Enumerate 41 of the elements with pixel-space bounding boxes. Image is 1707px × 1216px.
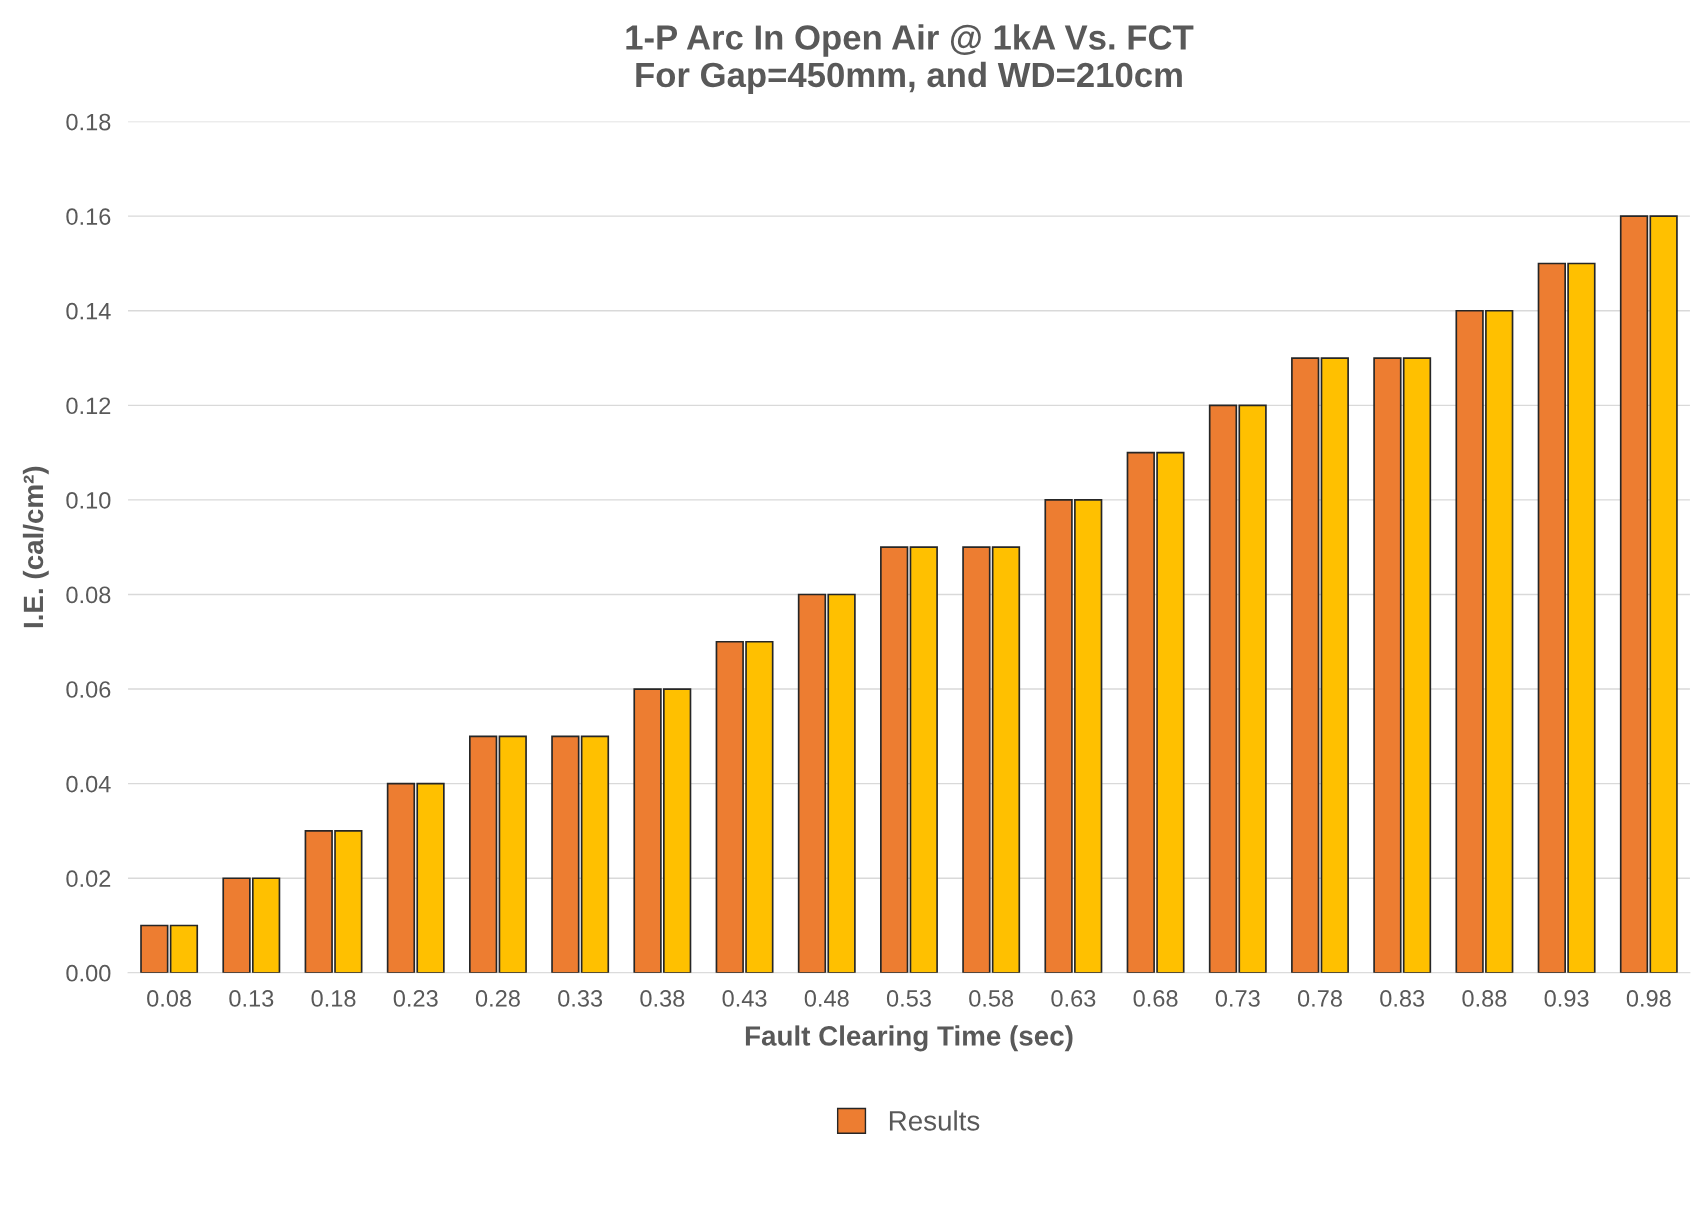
chart-title: 1-P Arc In Open Air @ 1kA Vs. FCT For Gap=450mm, and WD=210cm [626, 24, 1194, 95]
x-tick-label: 0.08 [147, 990, 192, 1007]
bar [880, 546, 909, 973]
x-tick-label: 0.93 [1544, 990, 1589, 1007]
y-tick-label: 0.02 [66, 870, 111, 888]
x-tick-label: 0.48 [804, 990, 849, 1007]
x-tick-label: 0.73 [1215, 990, 1260, 1007]
x-tick-label: 0.33 [558, 990, 603, 1007]
x-tick-label: 0.13 [229, 990, 274, 1007]
y-axis-title: I.E. (cal/cm²) [22, 466, 49, 628]
y-tick-label: 0.18 [66, 113, 111, 131]
x-tick-label: 0.98 [1626, 990, 1671, 1007]
x-tick-label: 0.63 [1051, 990, 1096, 1007]
bar [169, 924, 199, 973]
x-tick-label: 0.28 [475, 990, 520, 1007]
bar [469, 735, 498, 973]
y-tick-label: 0.00 [66, 964, 111, 982]
x-tick-label: 0.18 [311, 990, 356, 1007]
x-tick-label: 0.83 [1380, 990, 1425, 1007]
x-tick-label: 0.53 [886, 990, 931, 1007]
x-tick-label: 0.58 [969, 990, 1014, 1007]
x-tick-label: 0.88 [1462, 990, 1507, 1007]
x-tick-label: 0.38 [640, 990, 685, 1007]
x-tick-label: 0.68 [1133, 990, 1178, 1007]
bar [909, 546, 938, 973]
y-tick-label: 0.06 [66, 681, 111, 698]
x-tick-label: 0.23 [393, 990, 438, 1007]
bar [140, 924, 169, 973]
y-tick-label: 0.04 [66, 775, 111, 793]
bar [1320, 357, 1349, 973]
x-tick-label: 0.78 [1297, 990, 1342, 1007]
bar [498, 735, 527, 973]
legend-label: Results [889, 1110, 980, 1131]
y-tick-label: 0.12 [66, 397, 111, 415]
x-axis-title: Fault Clearing Time (sec) [745, 1025, 1073, 1052]
y-tick-label: 0.08 [66, 586, 111, 604]
y-tick-label: 0.14 [66, 302, 111, 320]
y-tick-label: 0.10 [66, 491, 111, 509]
x-tick-label: 0.43 [722, 990, 767, 1007]
y-tick-label: 0.16 [66, 208, 111, 225]
bar [1291, 357, 1320, 973]
